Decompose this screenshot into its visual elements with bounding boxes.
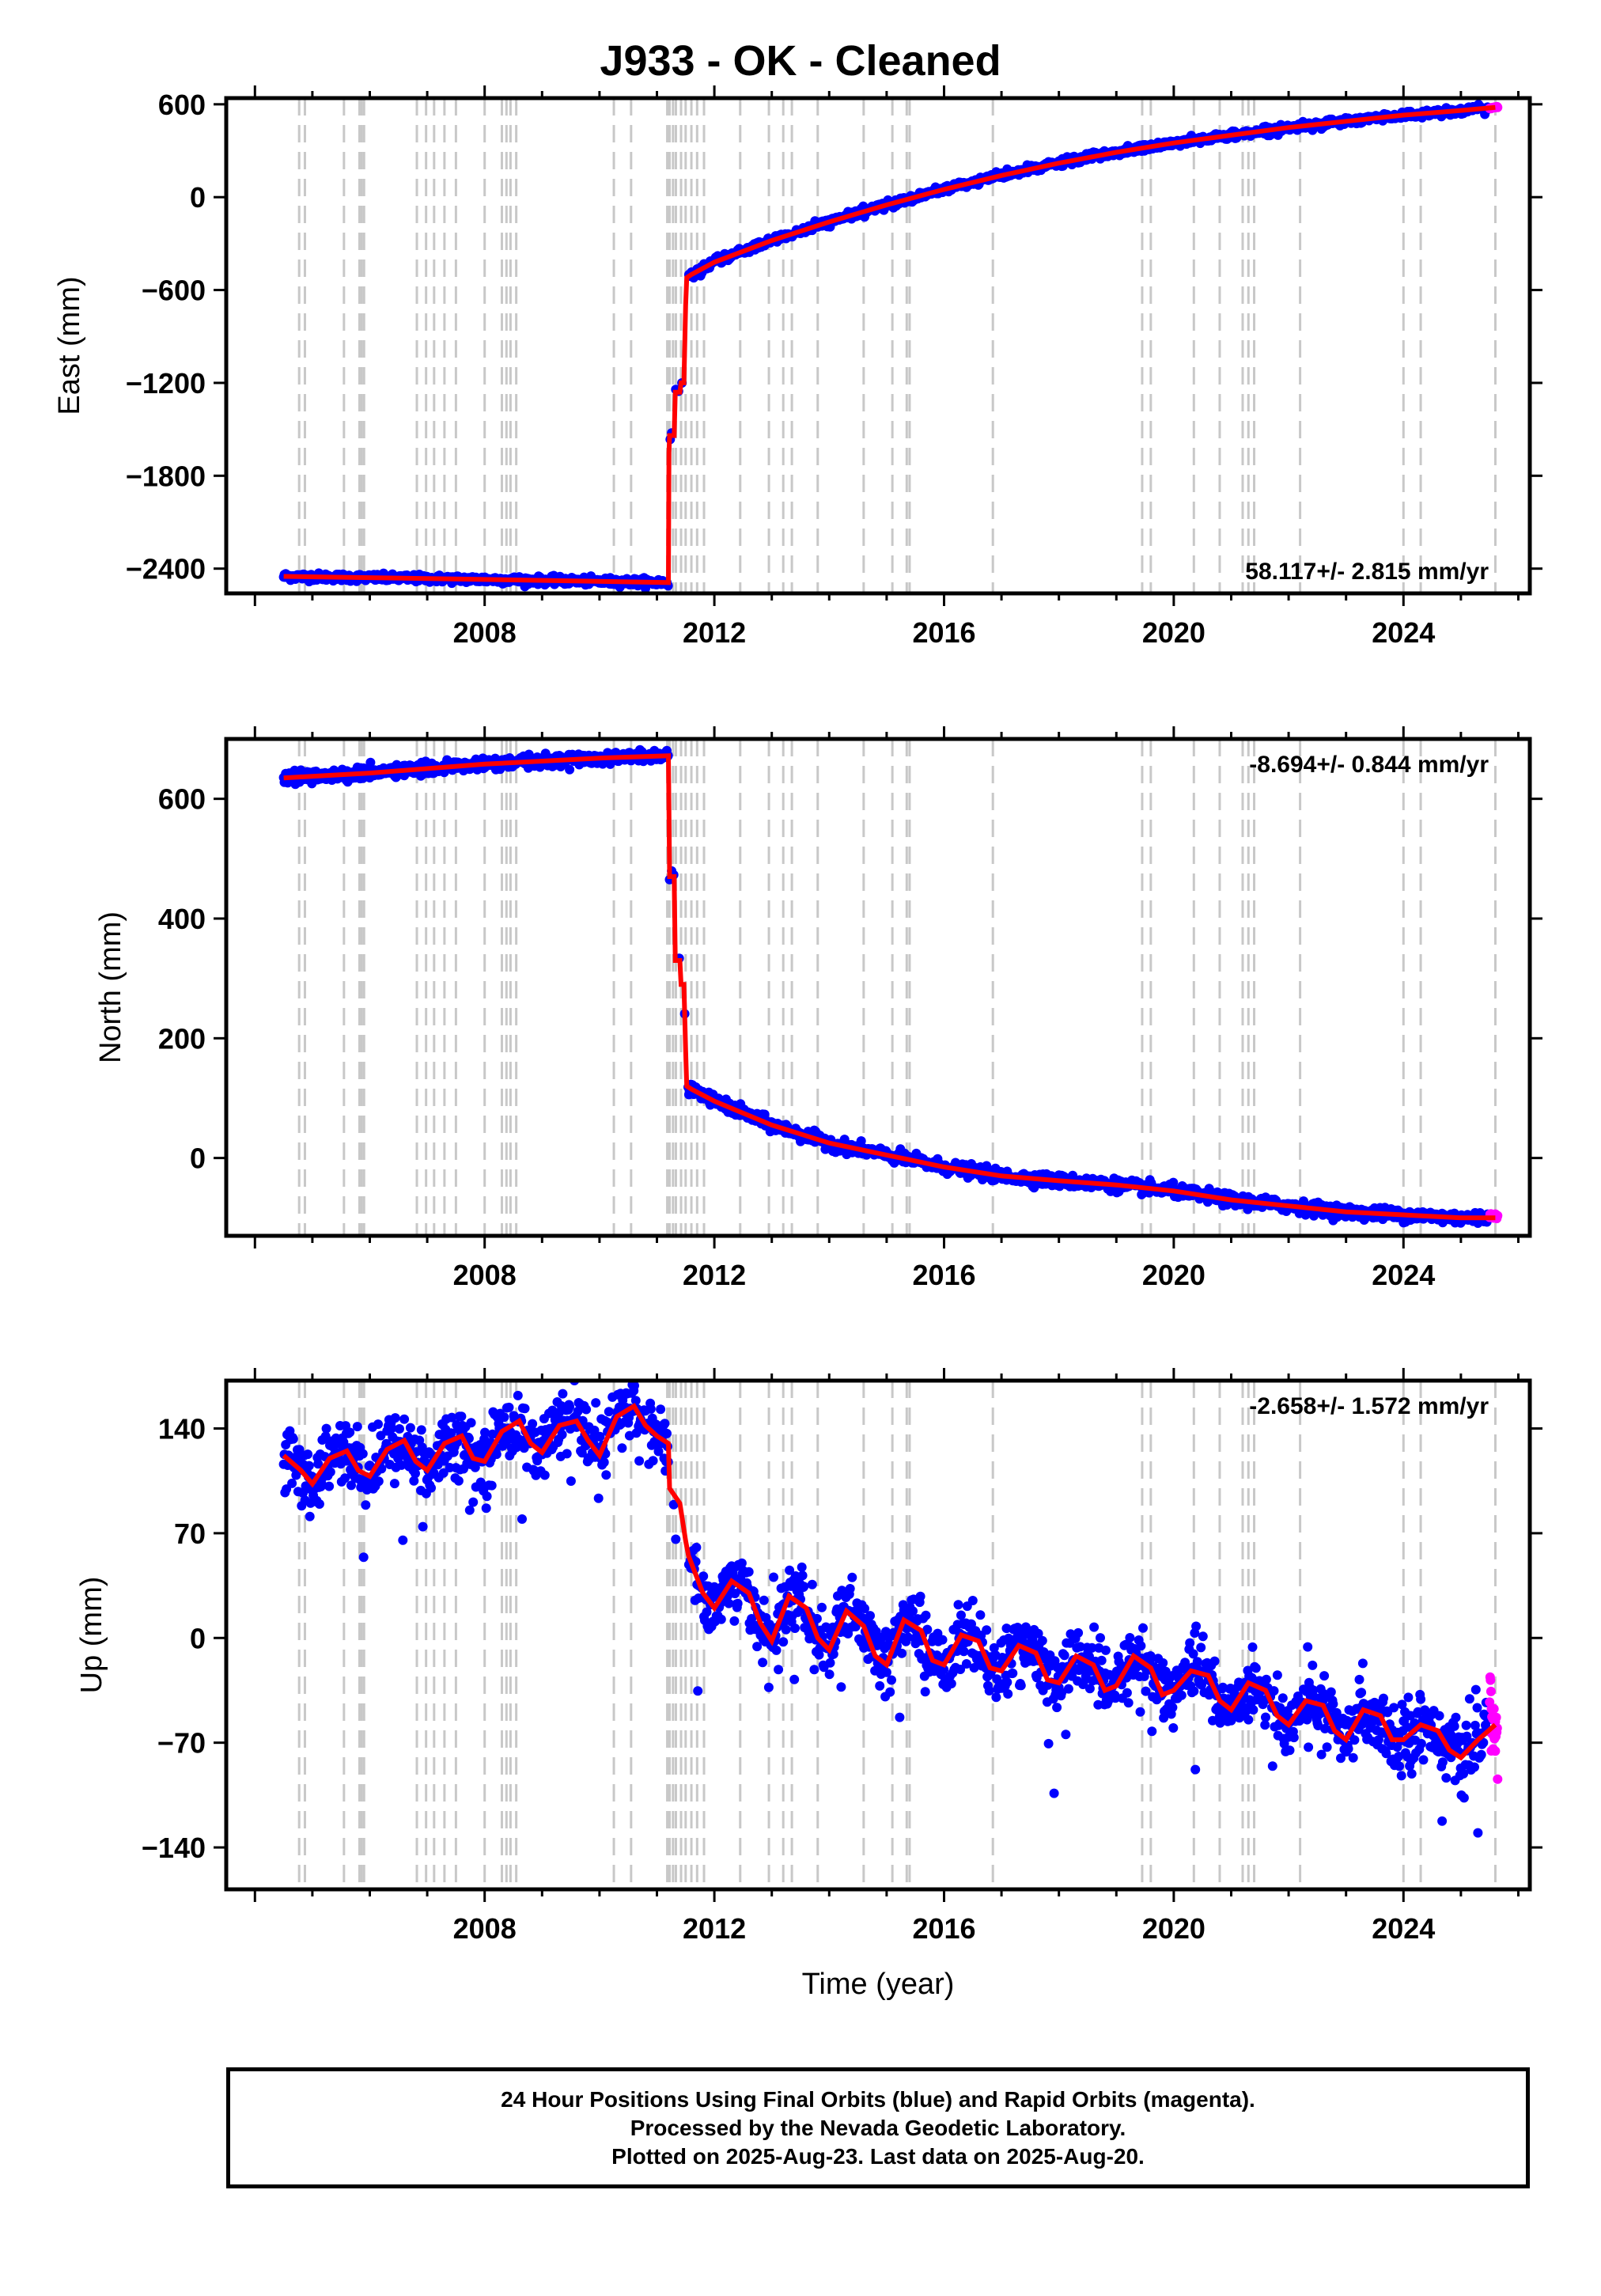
east-plot-area	[278, 98, 1503, 593]
up-ytick-label-0: 0	[190, 1622, 206, 1654]
east-ytick-label-0: 0	[190, 181, 206, 214]
north-ytick-label-600: 600	[158, 783, 206, 816]
east-xtick-label-2024: 2024	[1372, 616, 1435, 649]
up-xtick-label-2008: 2008	[453, 1912, 517, 1945]
footer-box: 24 Hour Positions Using Final Orbits (bl…	[226, 2067, 1530, 2188]
north-ytick-label-400: 400	[158, 903, 206, 935]
up-final-orbit-points	[278, 1381, 1493, 1838]
north-rate-label: -8.694+/- 0.844 mm/yr	[1249, 752, 1489, 778]
north-plot-area	[278, 739, 1503, 1236]
chart-title: J933 - OK - Cleaned	[600, 37, 1001, 85]
up-xtick-label-2024: 2024	[1372, 1912, 1435, 1945]
north-xtick-label-2016: 2016	[912, 1259, 975, 1291]
up-ytick-label--140: −140	[142, 1832, 206, 1864]
east-rate-label: 58.117+/- 2.815 mm/yr	[1245, 559, 1489, 585]
up-ytick-label-140: 140	[158, 1413, 206, 1445]
up-rapid-orbit-points	[1485, 1672, 1503, 1784]
up-xtick-label-2012: 2012	[683, 1912, 746, 1945]
north-model-line	[283, 753, 1496, 1221]
up-frame	[224, 1378, 1532, 1892]
east-model-line	[283, 104, 1496, 585]
up-ytick-label--70: −70	[157, 1727, 206, 1760]
north-xtick-label-2020: 2020	[1142, 1259, 1205, 1291]
north-xtick-label-2024: 2024	[1372, 1259, 1435, 1291]
footer-line-2: Processed by the Nevada Geodetic Laborat…	[630, 2115, 1126, 2140]
panel-up: 2008 2012 2016 2020 2024 −140 −70 0 70 140 Up (mm)…	[75, 1368, 1542, 2001]
up-xtick-label-2020: 2020	[1142, 1912, 1205, 1945]
up-ylabel: Up (mm)	[75, 1577, 108, 1694]
north-xtick-label-2012: 2012	[683, 1259, 746, 1291]
east-ytick-label--1200: −1200	[126, 367, 206, 400]
up-rate-label: -2.658+/- 1.572 mm/yr	[1249, 1393, 1489, 1419]
east-frame	[224, 96, 1532, 596]
east-ytick-label--2400: −2400	[126, 553, 206, 585]
up-plot-area	[278, 1381, 1503, 1889]
up-xtick-label-2016: 2016	[912, 1912, 975, 1945]
east-ytick-label--1800: −1800	[126, 460, 206, 492]
panel-north: 2008 2012 2016 2020 2024 0 200 400 600 North (mm)…	[94, 726, 1542, 1291]
east-xtick-label-2020: 2020	[1142, 616, 1205, 649]
north-xtick-label-2008: 2008	[453, 1259, 517, 1291]
north-ytick-label-0: 0	[190, 1142, 206, 1175]
footer-line-3: Plotted on 2025-Aug-23. Last data on 202…	[611, 2143, 1145, 2169]
east-ytick-label--600: −600	[142, 275, 206, 307]
up-model-line	[282, 1403, 1497, 1761]
east-final-orbit-points	[278, 100, 1493, 593]
footer-line-1: 24 Hour Positions Using Final Orbits (bl…	[501, 2086, 1255, 2112]
north-ytick-label-200: 200	[158, 1022, 206, 1055]
east-ytick-label-600: 600	[158, 89, 206, 121]
east-xtick-label-2012: 2012	[683, 616, 746, 649]
north-frame	[224, 737, 1532, 1238]
east-xtick-label-2008: 2008	[453, 616, 517, 649]
north-ylabel: North (mm)	[94, 911, 127, 1063]
panel-east: 2008 2012 2016 2020 2024 −2400 −1800 −1200 −600 0…	[53, 85, 1542, 649]
xlabel: Time (year)	[802, 1968, 955, 2001]
east-xtick-label-2016: 2016	[912, 616, 975, 649]
east-ylabel: East (mm)	[53, 276, 86, 415]
up-ytick-label-70: 70	[174, 1517, 206, 1550]
